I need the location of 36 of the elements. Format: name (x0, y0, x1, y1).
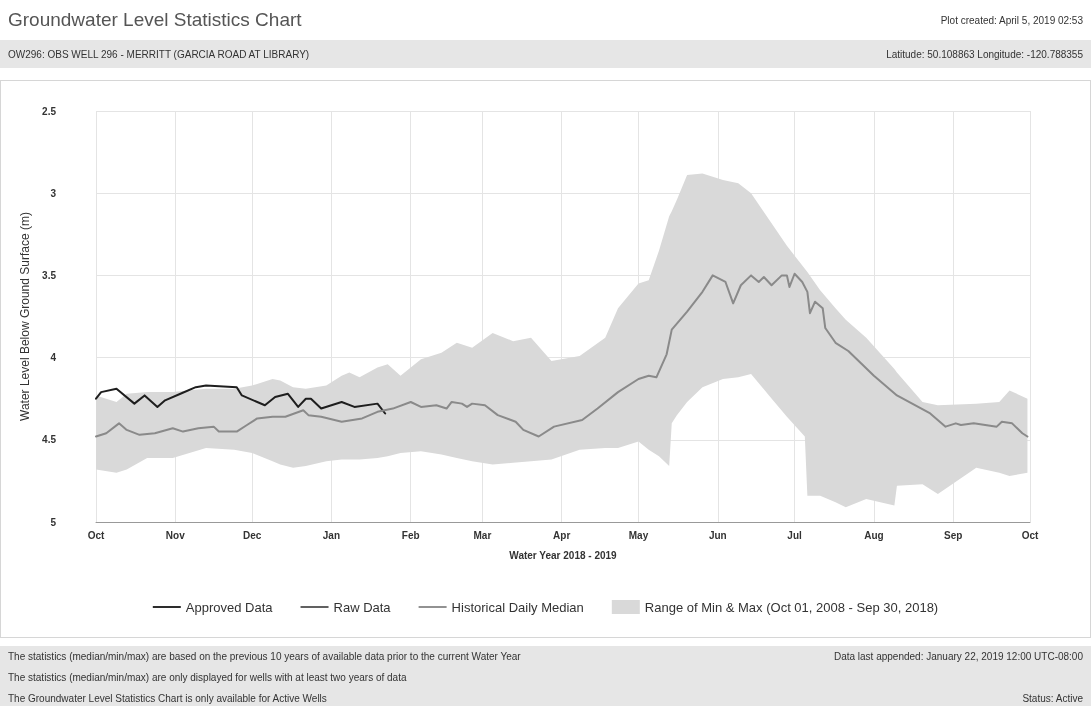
y-axis-title: Water Level Below Ground Surface (m) (18, 212, 33, 421)
x-tick-label: Jun (708, 529, 727, 541)
line-series (95, 272, 1029, 438)
y-tick-label: 4 (50, 352, 57, 364)
chart-subtitle: OW296: OBS WELL 296 - MERRITT (GARCIA ROAD AT LIBRARY) (8, 48, 310, 60)
text: The Groundwater Level Statistics Chart is only available for Active Wells (8, 692, 328, 706)
legend-label: Historical Daily Median (451, 599, 584, 615)
legend-label: Approved Data (185, 599, 274, 615)
chart-title: Groundwater Level Statistics Chart (8, 9, 302, 31)
x-tick-label: Nov (165, 529, 186, 541)
text: Latitude: 50.108863 Longitude: -120.788355 (886, 48, 1083, 60)
x-tick-label: Oct (1021, 529, 1039, 541)
x-axis-title: Water Year 2018 - 2019 (509, 549, 618, 561)
y-tick-label: 5 (50, 516, 57, 528)
text: The statistics (median/min/max) are only displayed for wells with at least two years of data (8, 671, 408, 685)
text: Plot created: April 5, 2019 02:53 (940, 14, 1083, 26)
text: Status: Active (1022, 692, 1083, 706)
x-tick-label: May (628, 529, 649, 541)
x-tick-label: Mar (473, 529, 492, 541)
y-tick-label: 3 (50, 187, 57, 199)
x-tick-label: Jan (322, 529, 341, 541)
x-tick-label: Feb (401, 529, 420, 541)
x-tick-label: Dec (242, 529, 262, 541)
y-tick-label: 3.5 (42, 269, 57, 281)
text: Data last appended: January 22, 2019 12:00 UTC-08:00 (833, 650, 1083, 664)
x-tick-label: Sep (944, 529, 963, 541)
legend-label: Range of Min & Max (Oct 01, 2008 - Sep 30, 2018) (644, 599, 939, 615)
line-series (95, 384, 387, 415)
x-tick-label: Oct (87, 529, 105, 541)
x-tick-label: Jul (787, 529, 803, 541)
text: The statistics (median/min/max) are based on the previous 10 years of available data prior to the current Water Year (8, 650, 521, 664)
x-tick-label: Aug (864, 529, 884, 541)
y-tick-label: 2.5 (42, 105, 57, 117)
x-tick-label: Apr (553, 529, 571, 541)
y-tick-label: 4.5 (42, 434, 57, 446)
legend-label: Raw Data (333, 599, 392, 615)
